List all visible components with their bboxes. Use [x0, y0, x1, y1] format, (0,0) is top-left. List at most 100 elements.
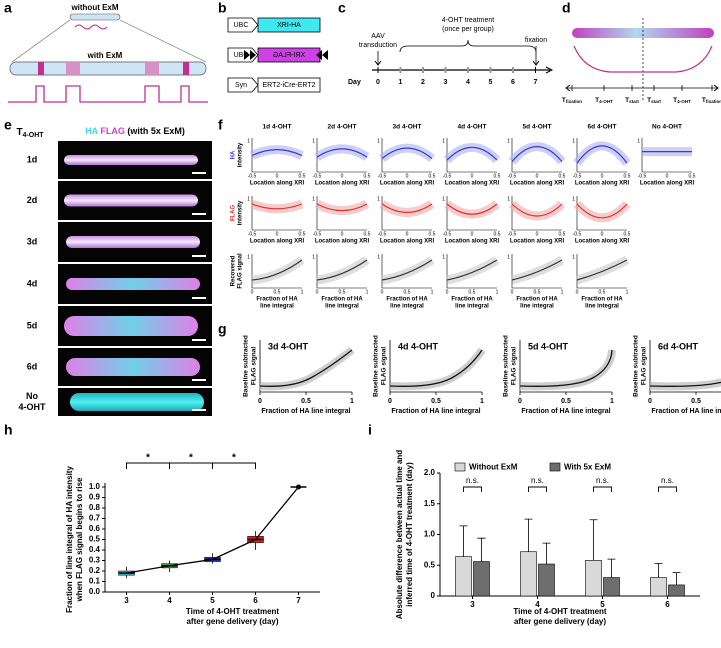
mean-trace: [381, 147, 433, 160]
label: transduction: [359, 42, 397, 49]
label-sub: 4-OHT: [23, 132, 45, 139]
error-bar-line: [589, 519, 598, 561]
label: Syn: [235, 82, 247, 89]
label: fixation: [525, 37, 547, 44]
label: 1: [561, 289, 564, 295]
subscript-label: Tstart: [625, 97, 639, 104]
label: 1: [572, 196, 575, 202]
label: No 4-OHT: [652, 124, 682, 131]
subscript-label: Tstart: [647, 97, 661, 104]
significance-bracket: [658, 486, 677, 492]
panel-label: a: [4, 0, 12, 16]
bar: [538, 563, 555, 597]
bar: [668, 584, 685, 597]
label: 0: [601, 173, 604, 179]
label: 0.5: [494, 173, 501, 179]
label: No: [26, 391, 38, 401]
y-tick-label: 1.5: [424, 499, 436, 508]
panel-label: c: [338, 0, 346, 16]
label: line integral: [585, 304, 619, 310]
label: 0: [341, 231, 344, 237]
label: Fraction of HA line integral: [261, 408, 350, 415]
gene: [257, 17, 321, 33]
label: 0: [446, 289, 449, 295]
panel-label: h: [4, 422, 13, 438]
label-sub: start: [629, 99, 639, 104]
jitter-point: [163, 566, 166, 569]
label: Fraction of HA: [321, 297, 363, 303]
label: 1: [247, 254, 250, 260]
shape: [8, 85, 208, 103]
label: 0.5: [339, 289, 346, 295]
label: XRI-FLAG: [273, 52, 305, 59]
label: HA: [231, 150, 237, 159]
label: 5: [489, 79, 493, 86]
shape: [565, 84, 719, 92]
label: Fraction of HA line integral: [521, 408, 610, 415]
mean-trace: [251, 149, 303, 157]
label: -0.5: [508, 173, 517, 179]
y-tick-label: 0.5: [424, 560, 436, 569]
error-bar: [524, 518, 533, 552]
y-tick-label: 0.9: [89, 493, 101, 502]
mean-trace: [389, 349, 483, 387]
label-block: [38, 62, 44, 75]
promoter: [227, 77, 259, 93]
label: 1: [480, 398, 484, 405]
label: 0.5: [299, 173, 306, 179]
label: Baseline subtracted: [503, 335, 510, 397]
x-tick-label: 4: [167, 596, 172, 605]
label: 0: [666, 173, 669, 179]
mean-trace: [316, 148, 368, 158]
mean-trace: [251, 203, 303, 210]
image-title: HA FLAG (with 5x ExM): [85, 126, 185, 136]
y-tick-label: 0.2: [89, 566, 101, 575]
x-axis-label: Time of 4-OHT treatment: [186, 607, 280, 616]
label: Day: [348, 79, 361, 86]
label: 0: [518, 398, 522, 405]
label-base: T: [562, 97, 566, 104]
mean-trace: [251, 259, 303, 281]
label: 3d: [27, 236, 38, 246]
legend-label: With 5x ExM: [564, 463, 611, 472]
cell-signal: [66, 278, 200, 290]
significance-bracket: [126, 462, 170, 469]
significance-label: *: [232, 453, 236, 464]
label: XRI-HA: [277, 22, 301, 29]
error-bar-line: [607, 558, 616, 578]
x-tick-label: 3: [124, 596, 129, 605]
label: 5d 4-OHT: [528, 341, 569, 351]
panel-label: e: [4, 117, 12, 133]
trace-band: [510, 256, 565, 285]
label: 1: [247, 138, 250, 144]
plot-axes: [381, 138, 432, 173]
label: 0: [316, 289, 319, 295]
x-tick-label: 6: [253, 596, 258, 605]
label: line integral: [520, 304, 554, 310]
label: 0: [376, 79, 380, 86]
label: 1: [442, 254, 445, 260]
label: 1d 4-OHT: [263, 124, 292, 131]
label: Recovered: [231, 255, 237, 286]
title-part: FLAG: [100, 126, 125, 136]
y-tick-label: 1.0: [89, 482, 101, 491]
label-block: [145, 62, 159, 75]
jitter-point: [126, 573, 129, 576]
label: Baseline subtracted: [243, 335, 250, 397]
label-block: [66, 62, 80, 75]
mean-trace: [576, 259, 628, 281]
x-axis-label: after gene delivery (day): [186, 617, 278, 626]
label-base: T: [673, 97, 677, 104]
label: Location along XRI: [250, 181, 305, 187]
label: Fraction of HA line integral: [391, 408, 480, 415]
label: intensity: [238, 142, 244, 167]
label: 0: [406, 231, 409, 237]
jitter-point: [251, 537, 254, 540]
label: 0.5: [534, 289, 541, 295]
mean-trace: [316, 259, 368, 281]
shape: [74, 24, 108, 30]
label: -0.5: [443, 173, 452, 179]
trace-band: [649, 378, 721, 391]
label: 3d 4-OHT: [268, 341, 309, 351]
